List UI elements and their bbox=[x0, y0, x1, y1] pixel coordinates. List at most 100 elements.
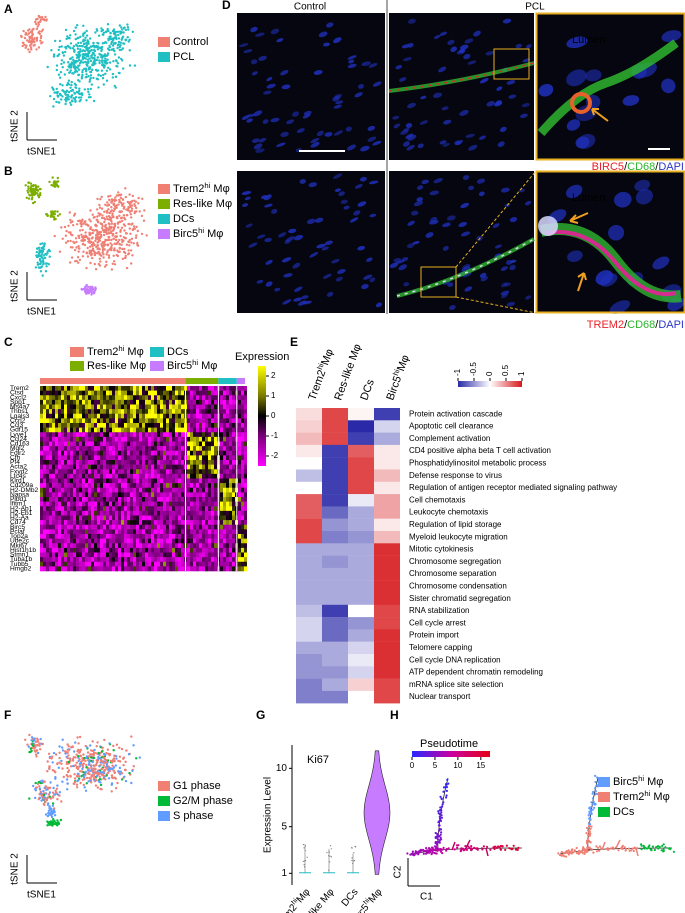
cell-dot bbox=[115, 231, 118, 235]
heatmap-cell bbox=[91, 473, 94, 479]
heatmap-cell bbox=[172, 399, 175, 405]
heatmap-cell bbox=[61, 395, 64, 401]
legend-label-text: Res-like Mφ bbox=[87, 360, 146, 372]
heatmap-cell bbox=[118, 413, 121, 419]
cell-dot bbox=[121, 198, 125, 201]
heatmap-cell bbox=[118, 473, 121, 479]
x-axis-label: tSNE1 bbox=[27, 307, 56, 318]
heatmap-cell bbox=[214, 547, 217, 553]
heatmap-cell bbox=[97, 561, 100, 567]
nucleus bbox=[494, 244, 502, 249]
heatmap-cell bbox=[43, 534, 46, 539]
heatmap-cell bbox=[97, 483, 100, 489]
legend-label: Birc5hi Mφ bbox=[173, 226, 223, 240]
heatmap-cell bbox=[163, 450, 166, 456]
heatmap-cell bbox=[199, 450, 202, 456]
heatmap-cell bbox=[106, 534, 109, 539]
nucleus bbox=[368, 62, 378, 68]
heatmap-cell bbox=[127, 538, 130, 544]
heatmap-cell bbox=[244, 455, 247, 461]
heatmap-cell bbox=[40, 413, 43, 419]
heatmap-cell bbox=[211, 441, 214, 447]
heatmap-cell bbox=[226, 413, 229, 419]
cell-dot bbox=[108, 61, 112, 64]
gene-label: Napsa bbox=[10, 491, 29, 498]
heatmap-cell bbox=[214, 510, 217, 516]
cell-dot bbox=[46, 760, 49, 763]
heatmap-cell bbox=[130, 538, 133, 544]
heatmap-cell bbox=[136, 418, 139, 424]
heatmap-cell bbox=[133, 427, 136, 433]
cell-dot bbox=[41, 274, 44, 277]
heatmap-cell bbox=[214, 390, 217, 396]
heatmap-cell bbox=[181, 543, 184, 549]
cell-dot bbox=[120, 226, 124, 229]
heatmap-cell bbox=[244, 529, 247, 535]
heatmap-cell bbox=[205, 409, 208, 415]
heatmap-cell bbox=[136, 483, 139, 489]
colorbar-tick-label: 0 bbox=[485, 371, 494, 376]
heatmap-cell bbox=[49, 436, 52, 442]
heatmap-cell bbox=[70, 552, 73, 558]
heatmap-cell bbox=[232, 547, 235, 553]
heatmap-cell bbox=[205, 478, 208, 484]
heatmap-cell bbox=[190, 409, 193, 415]
heatmap-cell bbox=[88, 427, 91, 433]
heatmap-cell bbox=[181, 547, 184, 553]
heatmap-cell bbox=[70, 538, 73, 544]
legend-label-text: Mφ bbox=[124, 346, 143, 358]
heatmap-cell bbox=[97, 413, 100, 419]
heatmap-cell bbox=[121, 487, 124, 493]
heatmap-cell bbox=[172, 460, 175, 465]
heatmap-cell bbox=[124, 501, 127, 507]
nucleus bbox=[282, 299, 292, 305]
heatmap-cell bbox=[58, 529, 61, 535]
heatmap-cell bbox=[112, 418, 115, 424]
heatmap-cell bbox=[55, 524, 58, 530]
heatmap-cell bbox=[103, 409, 106, 415]
heatmap-cell bbox=[55, 455, 58, 461]
heatmap-cell bbox=[73, 566, 76, 572]
heatmap-cell bbox=[348, 617, 374, 630]
cell-dot bbox=[36, 261, 39, 264]
cell-dot bbox=[118, 24, 122, 27]
heatmap-cell bbox=[106, 441, 109, 447]
heatmap-cell bbox=[142, 566, 145, 572]
heatmap-cell bbox=[139, 427, 142, 433]
cell-dot bbox=[111, 212, 114, 215]
cell-dot bbox=[110, 198, 114, 201]
heatmap-cell bbox=[88, 423, 91, 428]
heatmap-cell bbox=[118, 418, 121, 424]
heatmap-cell bbox=[296, 469, 322, 482]
heatmap-cell bbox=[163, 399, 166, 405]
heatmap-cell bbox=[76, 492, 79, 498]
nucleus bbox=[288, 228, 297, 234]
heatmap-cell bbox=[91, 386, 94, 391]
heatmap-cell bbox=[175, 413, 178, 419]
heatmap-cell bbox=[163, 506, 166, 512]
heatmap-cell bbox=[43, 418, 46, 424]
heatmap-cell bbox=[205, 446, 208, 452]
heatmap-cell bbox=[214, 561, 217, 567]
micrograph-bg bbox=[389, 171, 534, 313]
cell-dot bbox=[106, 748, 110, 751]
heatmap-cell bbox=[46, 534, 49, 539]
heatmap-cell bbox=[61, 557, 64, 563]
heatmap-cell bbox=[79, 483, 82, 489]
heatmap-cell bbox=[196, 386, 199, 391]
heatmap-cell bbox=[226, 418, 229, 424]
heatmap-cell bbox=[58, 561, 61, 567]
cell-dot bbox=[60, 759, 63, 763]
heatmap-cell bbox=[226, 473, 229, 479]
heatmap-cell bbox=[322, 408, 348, 421]
heatmap-cell bbox=[238, 492, 241, 498]
heatmap-cell bbox=[79, 524, 82, 530]
heatmap-cell bbox=[142, 464, 145, 470]
heatmap-cell bbox=[169, 418, 172, 424]
heatmap-cell bbox=[67, 524, 70, 530]
heatmap-cell bbox=[241, 497, 244, 502]
heatmap-cell bbox=[142, 552, 145, 558]
heatmap-cell bbox=[160, 487, 163, 493]
heatmap-cell bbox=[208, 478, 211, 484]
heatmap-cell bbox=[139, 534, 142, 539]
